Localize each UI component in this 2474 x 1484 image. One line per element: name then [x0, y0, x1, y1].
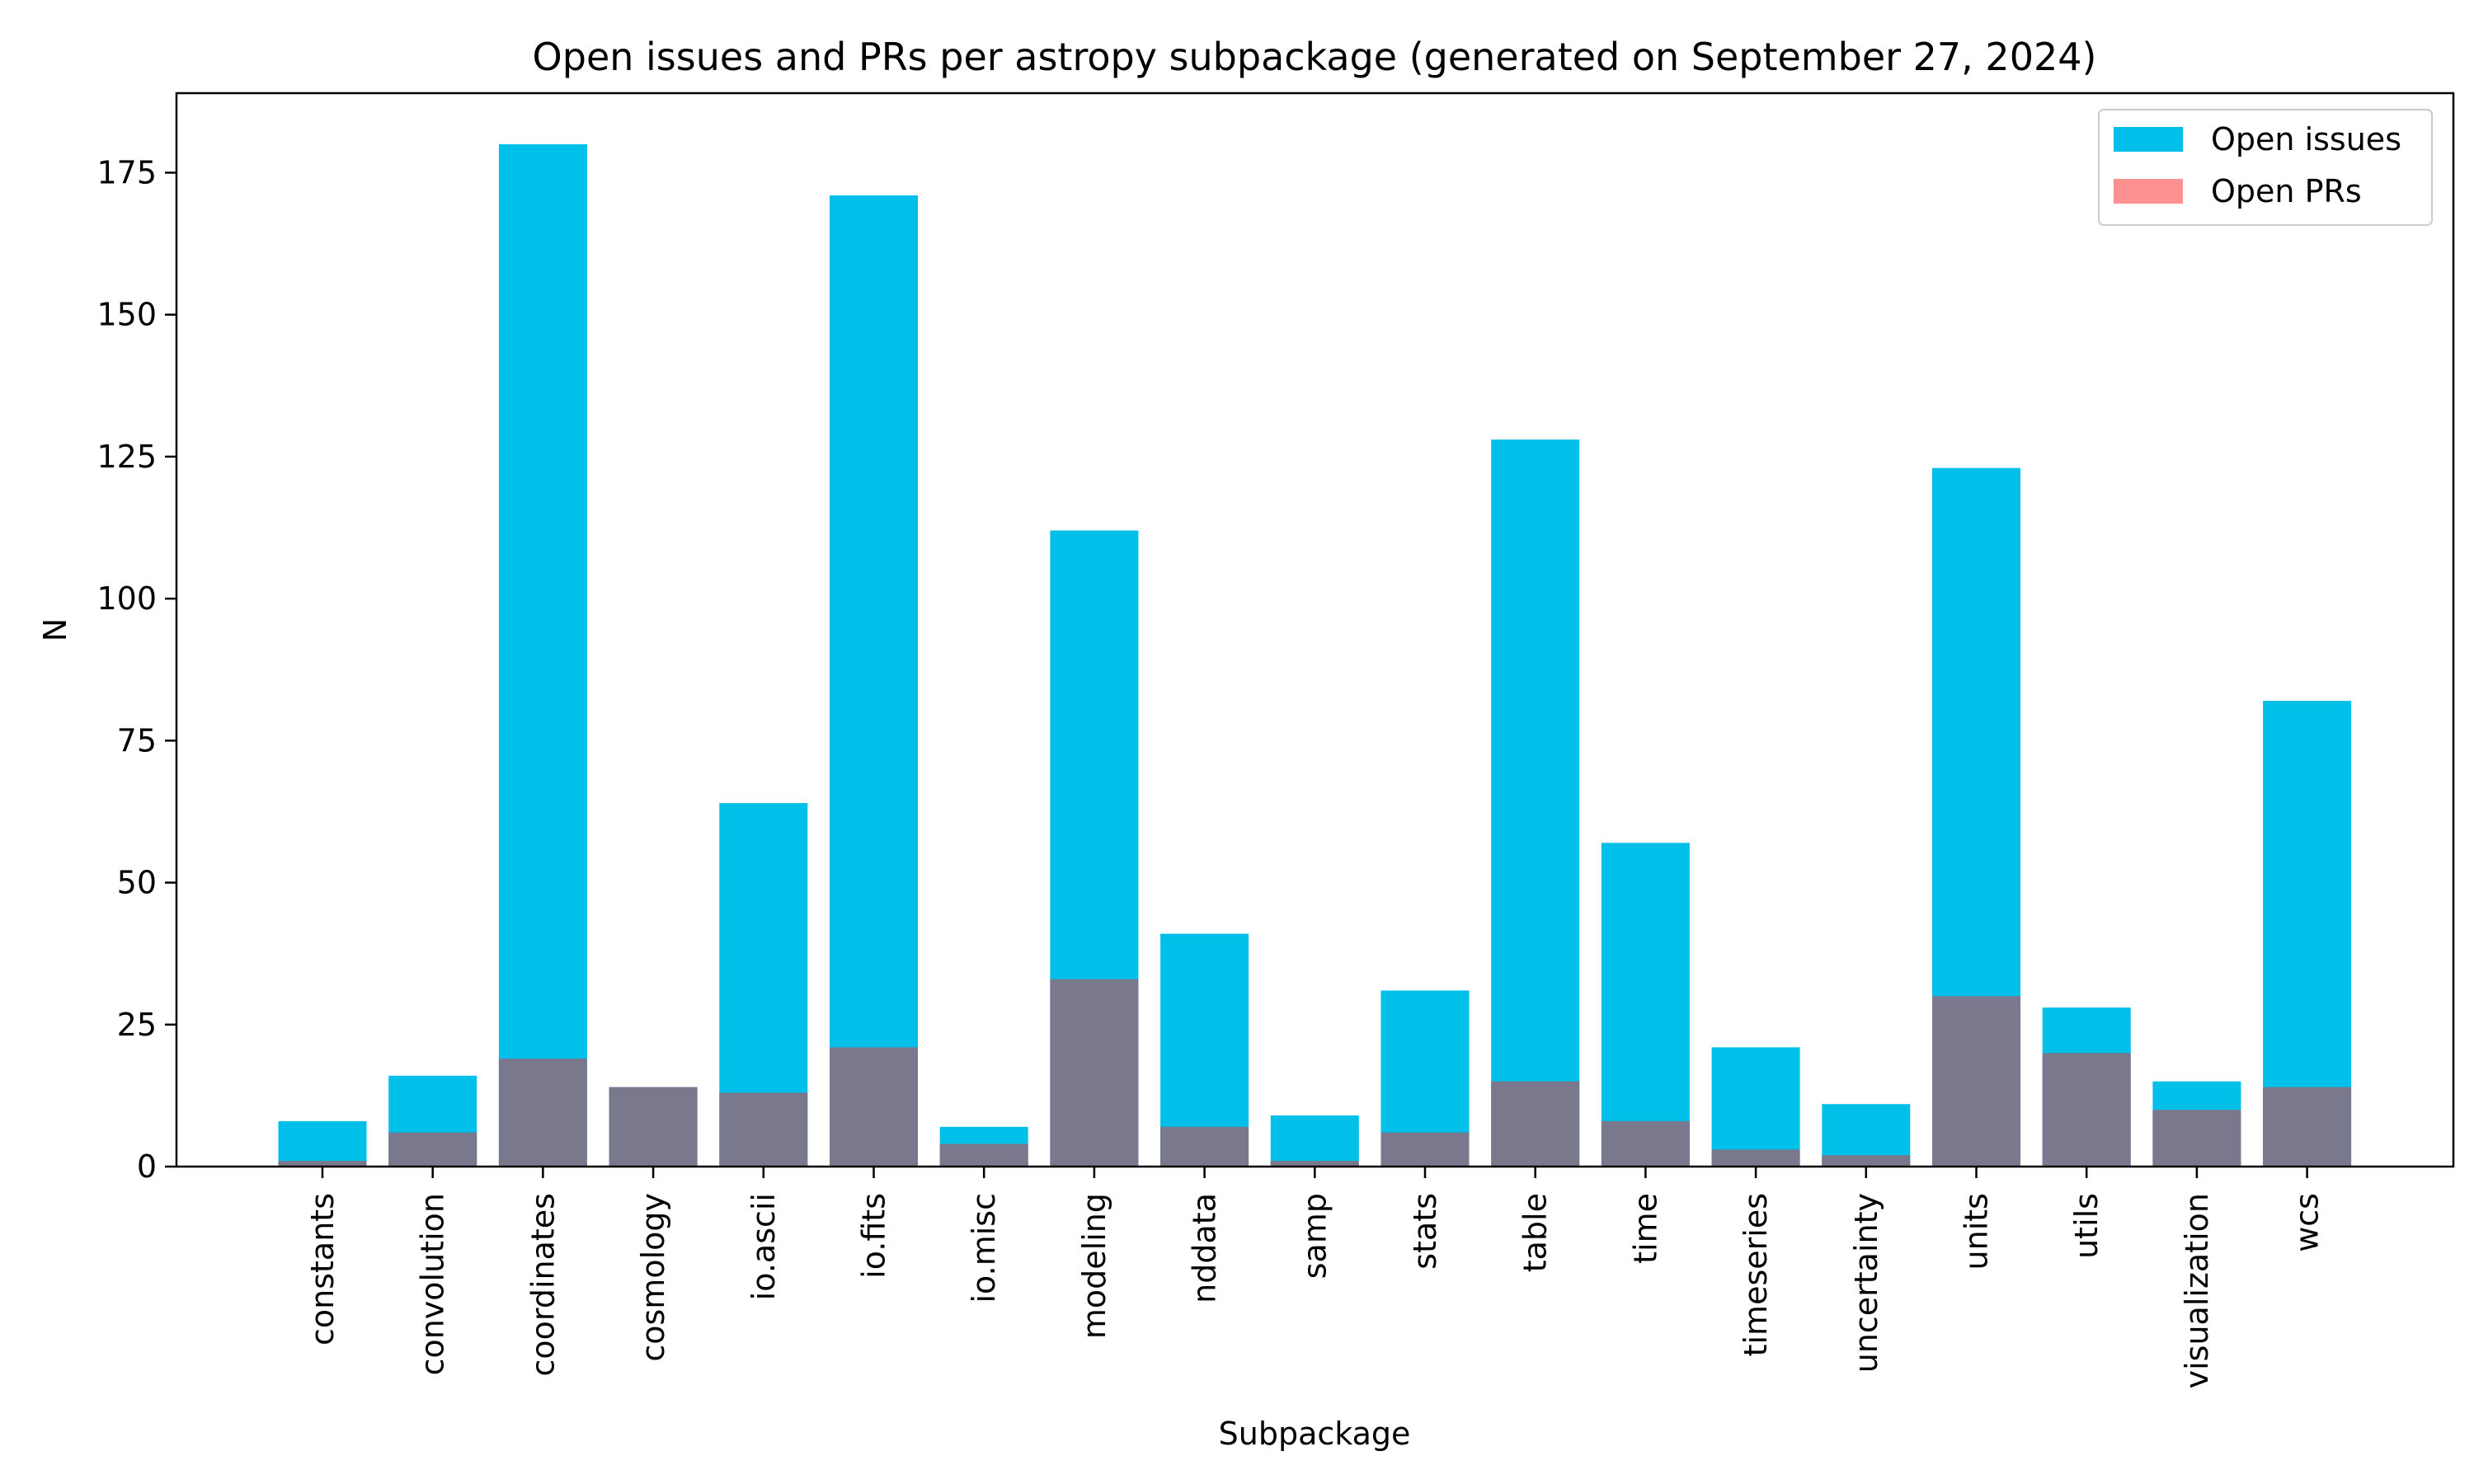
x-tick-label-visualization: visualization — [2179, 1193, 2215, 1388]
x-tick-label-modeling: modeling — [1076, 1193, 1112, 1339]
bar-open-prs-modeling — [1050, 979, 1139, 1167]
x-tick-label-io.misc: io.misc — [966, 1193, 1002, 1303]
bar-open-prs-timeseries — [1711, 1149, 1800, 1167]
bars-layer — [278, 144, 2352, 1167]
bar-open-issues-timeseries — [1711, 1047, 1800, 1167]
bar-open-prs-units — [1932, 996, 2020, 1167]
bar-open-prs-nddata — [1160, 1126, 1249, 1167]
x-tick-label-cosmology: cosmology — [635, 1193, 671, 1362]
y-tick-label-125: 125 — [96, 439, 157, 475]
legend-swatch-open-issues — [2114, 127, 2183, 152]
bar-open-prs-stats — [1380, 1132, 1470, 1167]
x-tick-label-stats: stats — [1407, 1193, 1443, 1270]
x-tick-label-time: time — [1627, 1193, 1663, 1264]
bar-open-prs-constants — [278, 1161, 367, 1167]
y-tick-label-50: 50 — [117, 865, 157, 901]
legend-label-open-prs: Open PRs — [2211, 173, 2362, 209]
bar-open-prs-convolution — [388, 1132, 477, 1167]
bar-open-issues-coordinates — [498, 144, 587, 1167]
x-tick-label-utils: utils — [2068, 1193, 2105, 1259]
x-tick-label-wcs: wcs — [2289, 1193, 2326, 1252]
bar-open-issues-constants — [278, 1120, 367, 1167]
bar-open-issues-time — [1601, 843, 1690, 1167]
x-axis-label: Subpackage — [1219, 1416, 1411, 1452]
legend-label-open-issues: Open issues — [2211, 121, 2401, 157]
legend-swatch-open-prs — [2114, 179, 2183, 204]
x-tick-label-io.ascii: io.ascii — [745, 1193, 782, 1300]
x-tick-label-constants: constants — [304, 1193, 341, 1345]
x-tick-label-convolution: convolution — [415, 1193, 451, 1375]
bar-open-prs-samp — [1270, 1161, 1359, 1167]
bar-open-prs-time — [1601, 1120, 1690, 1167]
bar-open-prs-uncertainty — [1822, 1155, 1911, 1167]
y-tick-label-0: 0 — [137, 1148, 157, 1185]
x-tick-label-coordinates: coordinates — [524, 1193, 561, 1376]
y-tick-label-100: 100 — [96, 580, 157, 617]
x-tick-label-units: units — [1959, 1193, 1995, 1270]
bar-open-issues-io.fits — [830, 195, 918, 1167]
y-axis: 0 25 50 75 100 125 150 175 — [96, 154, 176, 1185]
bar-open-prs-coordinates — [498, 1059, 587, 1167]
y-tick-label-25: 25 — [117, 1007, 157, 1043]
x-tick-label-uncertainty: uncertainty — [1848, 1193, 1884, 1373]
bar-open-prs-utils — [2042, 1053, 2131, 1167]
bar-open-prs-io.ascii — [719, 1092, 808, 1167]
chart-title: Open issues and PRs per astropy subpacka… — [533, 35, 2097, 79]
x-tick-label-samp: samp — [1296, 1193, 1333, 1279]
x-tick-label-io.fits: io.fits — [856, 1193, 892, 1279]
bar-open-issues-samp — [1270, 1115, 1359, 1167]
y-axis-label: N — [37, 618, 73, 641]
y-tick-label-75: 75 — [117, 722, 157, 758]
bar-open-issues-table — [1491, 439, 1580, 1167]
x-tick-label-table: table — [1517, 1193, 1554, 1272]
legend: Open issues Open PRs — [2098, 109, 2433, 226]
y-tick-label-150: 150 — [96, 297, 157, 333]
x-tick-label-nddata: nddata — [1187, 1193, 1223, 1303]
x-tick-label-timeseries: timeseries — [1738, 1193, 1774, 1356]
bar-open-prs-visualization — [2152, 1110, 2241, 1167]
bar-open-prs-io.fits — [830, 1047, 918, 1167]
bar-open-prs-table — [1491, 1081, 1580, 1167]
x-axis: constants convolution coordinates cosmology… — [304, 1167, 2326, 1388]
bar-open-prs-io.misc — [939, 1144, 1028, 1167]
y-tick-label-175: 175 — [96, 154, 157, 190]
bar-open-prs-cosmology — [609, 1087, 698, 1167]
bar-open-prs-wcs — [2263, 1087, 2352, 1167]
